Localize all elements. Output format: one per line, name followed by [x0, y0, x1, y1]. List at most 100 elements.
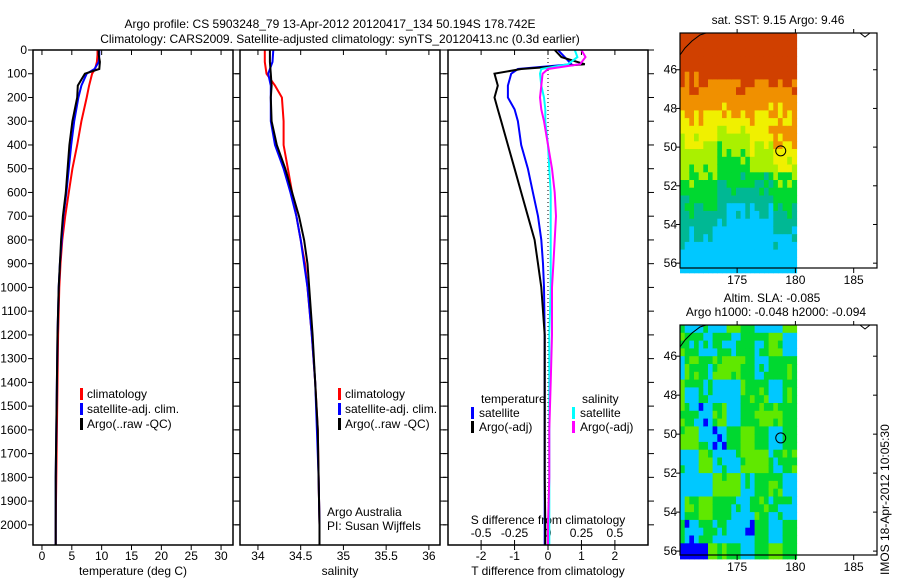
map-cell	[689, 210, 695, 220]
map-cell	[703, 218, 709, 227]
map-cell	[782, 133, 788, 142]
map-cell	[731, 210, 737, 220]
map-cell	[689, 110, 695, 119]
map-cell	[768, 387, 774, 396]
map-cell	[782, 265, 788, 274]
map-cell	[768, 403, 774, 412]
map-cell	[694, 149, 700, 158]
map-cell	[684, 535, 690, 544]
y-tick-label: 2000	[0, 518, 27, 532]
map-cell	[763, 234, 770, 243]
legend-label: climatology	[87, 387, 147, 401]
map-cell	[749, 387, 756, 396]
map-cell	[763, 257, 770, 266]
map-cell	[773, 488, 779, 497]
map-cell	[684, 504, 690, 513]
s-tick-label: -0.5	[471, 526, 492, 540]
map-cell	[745, 488, 751, 497]
map-cell	[754, 226, 760, 235]
map-cell	[712, 426, 718, 435]
map-cell	[759, 125, 765, 134]
map-cell	[684, 543, 690, 552]
map-cell	[694, 519, 700, 529]
map-cell	[726, 234, 732, 243]
map-cell	[749, 257, 756, 266]
map-cell	[749, 441, 756, 451]
map-cell	[777, 56, 784, 65]
map-cell	[731, 187, 737, 196]
map-cell	[731, 403, 737, 412]
map-cell	[722, 496, 728, 505]
map-cell	[708, 71, 714, 80]
map-cell	[689, 379, 695, 388]
map-cell	[708, 40, 714, 49]
lat-tick-label: 52	[664, 466, 678, 480]
map-cell	[726, 257, 732, 266]
map-cell	[703, 426, 709, 435]
map-cell	[731, 465, 737, 474]
map-cell	[782, 379, 788, 388]
map-cell	[689, 226, 695, 235]
map-cell	[759, 527, 765, 536]
map-cell	[787, 379, 793, 388]
map-cell	[791, 426, 798, 435]
map-cell	[703, 465, 709, 474]
map-cell	[791, 63, 798, 73]
map-cell	[773, 125, 779, 134]
map-cell	[708, 348, 714, 357]
map-cell	[791, 71, 798, 80]
map-cell	[759, 457, 765, 466]
map-cell	[763, 187, 770, 196]
map-cell	[712, 496, 718, 505]
map-cell	[698, 40, 704, 49]
map-cell	[763, 434, 770, 443]
map-cell	[768, 496, 774, 505]
map-cell	[712, 473, 718, 482]
map-cell	[782, 403, 788, 412]
map-cell	[777, 364, 784, 373]
map-cell	[787, 110, 793, 119]
map-cell	[680, 79, 686, 88]
map-cell	[759, 249, 765, 258]
map-title-line-2: Argo h1000: -0.048 h2000: -0.094	[686, 305, 866, 319]
map-cell	[759, 203, 765, 212]
map-cell	[722, 441, 728, 451]
map-cell	[777, 395, 784, 404]
map-cell	[689, 257, 695, 266]
map-cell	[684, 512, 690, 521]
map-cell	[698, 71, 704, 80]
map-cell	[763, 48, 770, 57]
map-cell	[703, 226, 709, 235]
map-cell	[777, 187, 784, 196]
map-cell	[773, 465, 779, 474]
map-cell	[708, 164, 714, 173]
map-cell	[698, 141, 704, 150]
map-cell	[726, 118, 732, 127]
map-cell	[736, 488, 742, 497]
map-cell	[708, 149, 714, 158]
map-cell	[759, 94, 765, 104]
map-cell	[745, 187, 751, 196]
y-tick-label: 300	[7, 114, 27, 128]
map-cell	[703, 172, 709, 181]
map-cell	[773, 332, 779, 342]
map-cell	[773, 203, 779, 212]
map-cell	[763, 543, 770, 552]
map-cell	[684, 348, 690, 357]
map-cell	[782, 434, 788, 443]
map-cell	[689, 387, 695, 396]
map-cell	[777, 379, 784, 388]
map-cell	[698, 527, 704, 536]
map-cell	[689, 519, 695, 529]
y-tick-label: 900	[7, 257, 27, 271]
map-cell	[759, 63, 765, 73]
map-cell	[722, 71, 728, 80]
map-cell	[777, 110, 784, 119]
map-cell	[684, 257, 690, 266]
map-cell	[768, 94, 774, 104]
map-cell	[791, 226, 798, 235]
map-cell	[749, 195, 756, 204]
map-cell	[722, 210, 728, 220]
map-cell	[754, 480, 760, 490]
map-cell	[763, 33, 770, 42]
